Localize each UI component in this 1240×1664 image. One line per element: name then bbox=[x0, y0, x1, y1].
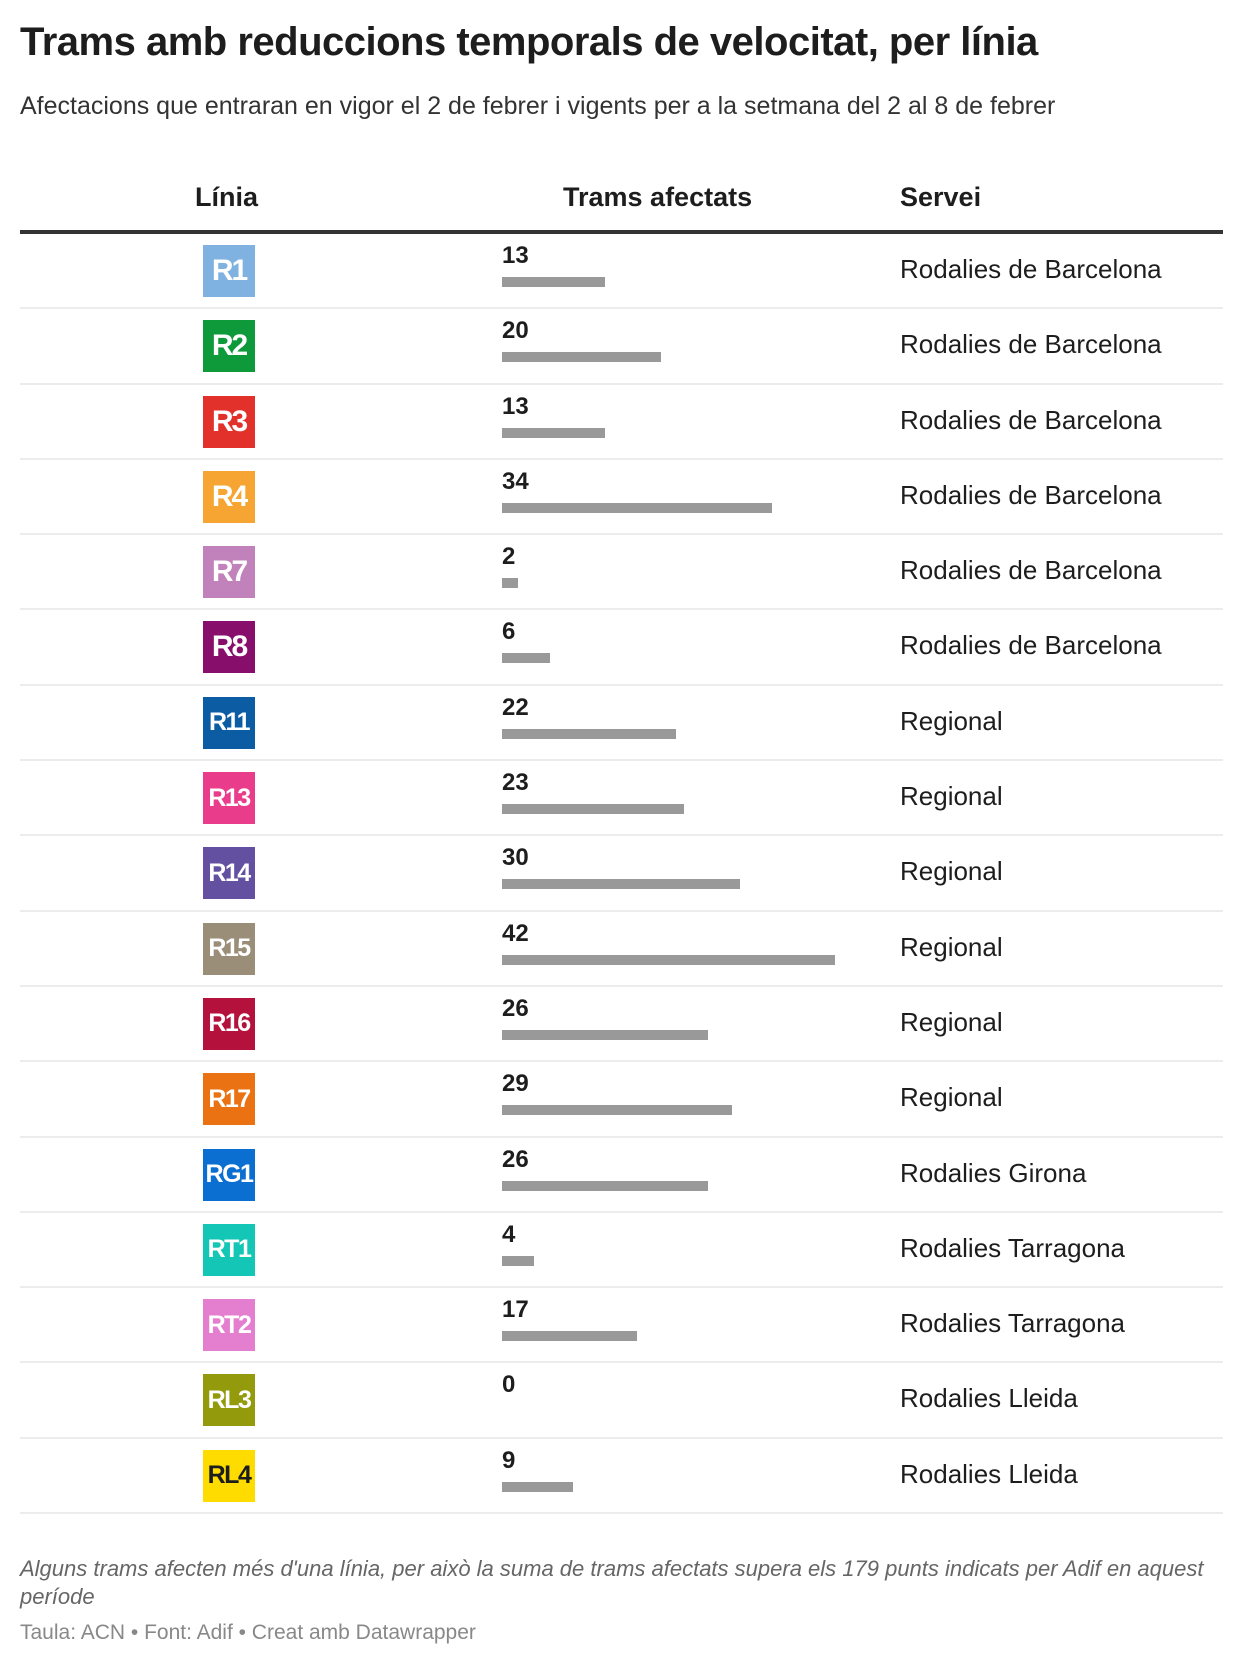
service-name: Rodalies Lleida bbox=[900, 1458, 1078, 1489]
service-name: Rodalies de Barcelona bbox=[900, 555, 1162, 586]
line-badge: R11 bbox=[203, 696, 255, 749]
service-name: Rodalies Lleida bbox=[900, 1383, 1078, 1414]
table-row: R11 22 Regional bbox=[20, 686, 1223, 762]
count-value: 30 bbox=[502, 844, 529, 872]
count-bar bbox=[502, 277, 606, 287]
table-row: RL4 9 Rodalies Lleida bbox=[20, 1439, 1223, 1515]
count-bar bbox=[502, 1105, 732, 1116]
page-title: Trams amb reduccions temporals de veloci… bbox=[20, 20, 1038, 64]
line-badge: R13 bbox=[203, 772, 255, 825]
line-badge: RG1 bbox=[203, 1148, 255, 1201]
service-name: Rodalies de Barcelona bbox=[900, 630, 1162, 661]
table-row: RL3 0 Rodalies Lleida bbox=[20, 1363, 1223, 1439]
count-value: 26 bbox=[502, 994, 529, 1022]
line-badge: R7 bbox=[203, 546, 255, 599]
count-bar bbox=[502, 1029, 709, 1040]
table-row: R3 13 Rodalies de Barcelona bbox=[20, 385, 1223, 460]
count-bar bbox=[502, 1481, 574, 1492]
count-value: 0 bbox=[502, 1371, 516, 1399]
count-bar bbox=[502, 1331, 637, 1342]
table-row: R15 42 Regional bbox=[20, 912, 1223, 987]
count-bar bbox=[502, 352, 661, 363]
table-header: Línia Trams afectats Servei bbox=[20, 178, 1223, 234]
count-value: 23 bbox=[502, 769, 529, 797]
count-value: 2 bbox=[502, 543, 516, 571]
service-name: Regional bbox=[900, 1082, 1003, 1113]
service-name: Rodalies de Barcelona bbox=[900, 404, 1162, 435]
service-name: Regional bbox=[900, 705, 1003, 736]
count-value: 6 bbox=[502, 618, 516, 646]
count-bar bbox=[502, 879, 740, 890]
line-badge: RL3 bbox=[203, 1374, 255, 1427]
line-badge: R4 bbox=[203, 470, 255, 523]
table-row: R4 34 Rodalies de Barcelona bbox=[20, 460, 1223, 536]
service-name: Regional bbox=[900, 856, 1003, 887]
service-name: Rodalies de Barcelona bbox=[900, 254, 1162, 284]
count-value: 4 bbox=[502, 1220, 516, 1248]
line-badge: R16 bbox=[203, 997, 255, 1050]
table-row: R1 13 Rodalies de Barcelona bbox=[20, 234, 1223, 310]
service-name: Rodalies Tarragona bbox=[900, 1308, 1125, 1339]
table-row: R7 2 Rodalies de Barcelona bbox=[20, 535, 1223, 611]
line-badge: R8 bbox=[203, 621, 255, 674]
table-row: R8 6 Rodalies de Barcelona bbox=[20, 610, 1223, 686]
table-row: R13 23 Regional bbox=[20, 761, 1223, 837]
line-badge: R2 bbox=[203, 320, 255, 373]
count-value: 9 bbox=[502, 1446, 516, 1474]
count-value: 29 bbox=[502, 1070, 529, 1098]
table-row: R17 29 Regional bbox=[20, 1062, 1223, 1138]
header-count[interactable]: Trams afectats bbox=[563, 182, 753, 212]
count-value: 34 bbox=[502, 467, 529, 495]
service-name: Rodalies de Barcelona bbox=[900, 479, 1162, 510]
count-bar bbox=[502, 1180, 709, 1191]
table-row: R14 30 Regional bbox=[20, 836, 1223, 912]
count-bar bbox=[502, 427, 606, 438]
count-bar bbox=[502, 954, 835, 965]
table-row: RT2 17 Rodalies Tarragona bbox=[20, 1288, 1223, 1364]
source-credit: Taula: ACN • Font: Adif • Creat amb Data… bbox=[20, 1621, 476, 1644]
line-badge: R17 bbox=[203, 1073, 255, 1126]
count-value: 26 bbox=[502, 1145, 529, 1173]
table-row: R2 20 Rodalies de Barcelona bbox=[20, 309, 1223, 385]
service-name: Rodalies Girona bbox=[900, 1157, 1087, 1188]
service-name: Rodalies Tarragona bbox=[900, 1232, 1125, 1263]
subtitle: Afectacions que entraran en vigor el 2 d… bbox=[20, 92, 1056, 120]
count-value: 17 bbox=[502, 1296, 529, 1324]
service-name: Rodalies de Barcelona bbox=[900, 329, 1162, 360]
service-name: Regional bbox=[900, 781, 1003, 812]
count-value: 13 bbox=[502, 392, 529, 420]
count-value: 20 bbox=[502, 317, 529, 345]
line-badge: RT1 bbox=[203, 1223, 255, 1276]
count-value: 22 bbox=[502, 693, 529, 721]
count-value: 42 bbox=[502, 919, 529, 947]
line-badge: R3 bbox=[203, 395, 255, 448]
line-badge: RL4 bbox=[203, 1449, 255, 1502]
table-body: R1 13 Rodalies de Barcelona R2 20 Rodalies de… bbox=[20, 234, 1223, 1515]
count-bar bbox=[502, 502, 772, 513]
count-bar bbox=[502, 804, 685, 815]
service-name: Regional bbox=[900, 931, 1003, 962]
table-row: R16 26 Regional bbox=[20, 987, 1223, 1063]
header-service[interactable]: Servei bbox=[900, 182, 982, 212]
service-name: Regional bbox=[900, 1006, 1003, 1037]
footnote: Alguns trams afecten més d'una línia, pe… bbox=[20, 1556, 1204, 1609]
table-row: RT1 4 Rodalies Tarragona bbox=[20, 1213, 1223, 1289]
count-bar bbox=[502, 653, 550, 664]
count-bar bbox=[502, 578, 518, 589]
count-bar bbox=[502, 1255, 534, 1266]
count-value: 13 bbox=[502, 242, 529, 269]
count-bar bbox=[502, 728, 677, 739]
line-badge: R14 bbox=[203, 847, 255, 900]
header-line[interactable]: Línia bbox=[195, 182, 259, 212]
line-badge: R1 bbox=[203, 245, 255, 297]
line-badge: R15 bbox=[203, 922, 255, 975]
line-badge: RT2 bbox=[203, 1299, 255, 1352]
table-row: RG1 26 Rodalies Girona bbox=[20, 1138, 1223, 1213]
